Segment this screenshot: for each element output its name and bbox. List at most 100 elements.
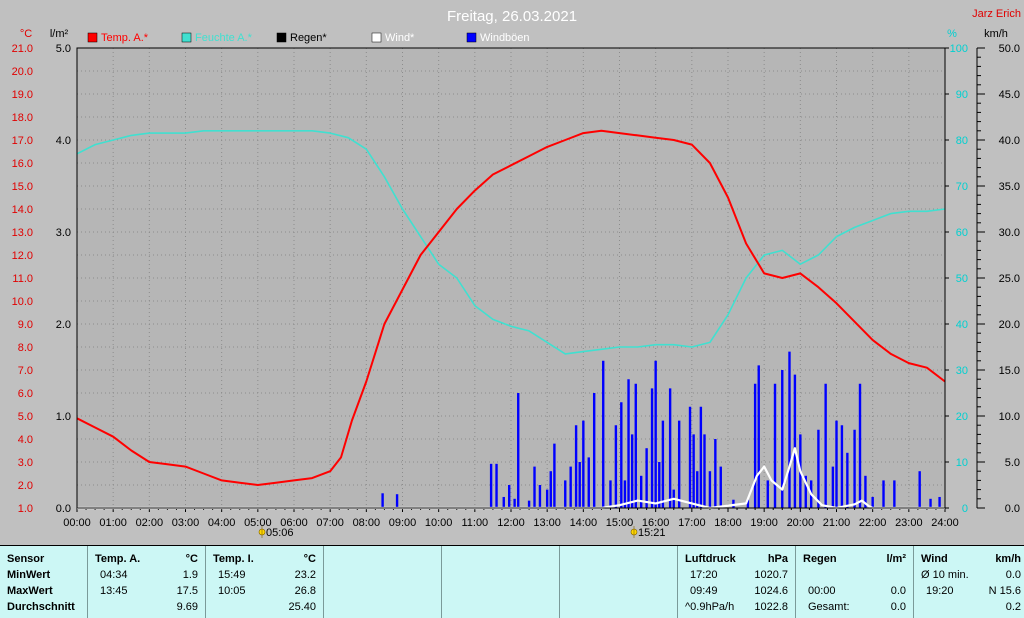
humidity-tick-label: 80 <box>956 135 968 147</box>
wind-tick-label: 25.0 <box>999 273 1020 285</box>
temp-tick-label: 1.0 <box>18 503 33 515</box>
x-tick-label: 13:00 <box>533 517 561 529</box>
stats-pressure-trend: ^0.9hPa/h <box>685 601 735 613</box>
stats-pressure-min-time: 17:20 <box>690 569 718 581</box>
stats-wind-header: Wind <box>921 553 948 565</box>
stats-sensor-header: Sensor <box>7 553 45 565</box>
temp-tick-label: 16.0 <box>12 158 33 170</box>
legend-label-temp: Temp. A.* <box>101 32 149 44</box>
x-tick-label: 17:00 <box>678 517 706 529</box>
stats-temp-i-max-time: 10:05 <box>218 585 246 597</box>
legend-swatch-rain <box>276 32 287 43</box>
legend-label-humidity: Feuchte A.* <box>195 32 253 44</box>
rain-tick-label: 1.0 <box>56 411 71 423</box>
stats-wind-column: Wind km/h Ø 10 min. 0.0 19:20 N 15.6 0.2 <box>914 546 1024 618</box>
stats-temp-i-avg-value: 25.40 <box>288 601 316 613</box>
temp-tick-label: 17.0 <box>12 135 33 147</box>
wind-tick-label: 30.0 <box>999 227 1020 239</box>
x-tick-label: 04:00 <box>208 517 236 529</box>
sunset-time: 15:21 <box>638 527 666 539</box>
x-tick-label: 23:00 <box>895 517 923 529</box>
x-tick-label: 19:00 <box>750 517 778 529</box>
stats-pressure-min-value: 1020.7 <box>754 569 788 581</box>
stats-temp-i-header: Temp. I. <box>213 553 254 565</box>
legend-swatch-temp <box>87 32 98 43</box>
temp-tick-label: 7.0 <box>18 365 33 377</box>
legend-swatch-wind <box>371 32 382 43</box>
stats-empty-column-3 <box>560 546 678 618</box>
legend-swatch-humidity <box>181 32 192 43</box>
humidity-tick-label: 70 <box>956 181 968 193</box>
x-tick-label: 24:00 <box>931 517 959 529</box>
wind-tick-label: 10.0 <box>999 411 1020 423</box>
x-tick-label: 02:00 <box>136 517 164 529</box>
grid-lines <box>77 48 945 508</box>
stats-row-label-max: MaxWert <box>7 585 53 597</box>
stats-pressure-unit: hPa <box>767 553 788 565</box>
temp-tick-label: 3.0 <box>18 457 33 469</box>
wind-tick-label: 5.0 <box>1005 457 1020 469</box>
stats-temp-a-min-value: 1.9 <box>182 569 198 581</box>
stats-rain-max-value: 0.0 <box>890 585 906 597</box>
x-tick-label: 15:00 <box>606 517 634 529</box>
temperature-line <box>76 129 946 486</box>
stats-temp-a-avg-value: 9.69 <box>176 601 198 613</box>
x-tick-label: 14:00 <box>570 517 598 529</box>
stats-temp-a-unit: °C <box>185 553 198 565</box>
x-tick-label: 11:00 <box>461 517 488 529</box>
wind-line <box>77 447 945 510</box>
stats-temp-i-max-value: 26.8 <box>294 585 316 597</box>
temp-axis-unit: °C <box>20 28 32 40</box>
stats-temp-a-max-value: 17.5 <box>176 585 198 597</box>
sunset-marker: 15:21 <box>630 526 666 539</box>
wind-tick-label: 40.0 <box>999 135 1020 147</box>
stats-pressure-avg-value: 1022.8 <box>754 601 788 613</box>
legend-swatch-gust <box>466 32 477 43</box>
temp-tick-label: 18.0 <box>12 112 33 124</box>
humidity-tick-label: 10 <box>956 457 968 469</box>
temp-tick-label: 19.0 <box>12 89 33 101</box>
stats-pressure-max-time: 09:49 <box>690 585 718 597</box>
humidity-tick-label: 0 <box>962 503 968 515</box>
legend-label-rain: Regen* <box>290 32 327 44</box>
stats-pressure-header: Luftdruck <box>685 553 736 565</box>
stats-pressure-max-value: 1024.6 <box>754 585 788 597</box>
stats-wind-avg-label: Ø 10 min. <box>921 569 969 581</box>
stats-empty-column-2 <box>442 546 560 618</box>
stats-rain-column: Regen l/m² 00:00 0.0 Gesamt: 0.0 <box>796 546 914 618</box>
legend-label-wind: Wind* <box>385 32 415 44</box>
stats-temp-a-column: Temp. A. °C 04:34 1.9 13:45 17.5 9.69 <box>88 546 206 618</box>
stats-wind-max-time: 19:20 <box>926 585 954 597</box>
temp-tick-label: 10.0 <box>12 296 33 308</box>
wind-tick-label: 50.0 <box>999 43 1020 55</box>
author-label: Jarz Erich <box>972 8 1021 20</box>
stats-temp-i-min-value: 23.2 <box>294 569 316 581</box>
line-series <box>76 129 946 510</box>
wind-tick-label: 35.0 <box>999 181 1020 193</box>
humidity-tick-label: 100 <box>950 43 968 55</box>
temp-tick-label: 6.0 <box>18 388 33 400</box>
x-tick-label: 01:00 <box>99 517 127 529</box>
temp-tick-label: 11.0 <box>12 273 33 285</box>
temp-tick-label: 14.0 <box>12 204 33 216</box>
humidity-tick-label: 20 <box>956 411 968 423</box>
rain-axis-unit: l/m² <box>50 28 69 40</box>
stats-row-label-avg: Durchschnitt <box>7 601 75 613</box>
rain-tick-label: 3.0 <box>56 227 71 239</box>
humidity-tick-label: 90 <box>956 89 968 101</box>
temp-tick-label: 2.0 <box>18 480 33 492</box>
temp-tick-label: 20.0 <box>12 66 33 78</box>
weather-chart: 00:00 01:00 02:00 03:00 04:00 05:00 06:00 07:00… <box>11 8 1021 539</box>
wind-tick-label: 45.0 <box>999 89 1020 101</box>
temp-tick-label: 12.0 <box>12 250 33 262</box>
stats-wind-max-value: N 15.6 <box>988 585 1021 597</box>
x-tick-label: 07:00 <box>316 517 344 529</box>
axis-ticks <box>76 47 985 512</box>
stats-rain-total-label: Gesamt: <box>808 601 850 613</box>
stats-rain-total-value: 0.0 <box>890 601 906 613</box>
stats-wind-avg10-value: 0.0 <box>1005 569 1021 581</box>
stats-empty-column-1 <box>324 546 442 618</box>
rain-tick-label: 0.0 <box>56 503 71 515</box>
x-tick-label: 05:00 <box>244 517 272 529</box>
temp-tick-label: 21.0 <box>12 43 33 55</box>
